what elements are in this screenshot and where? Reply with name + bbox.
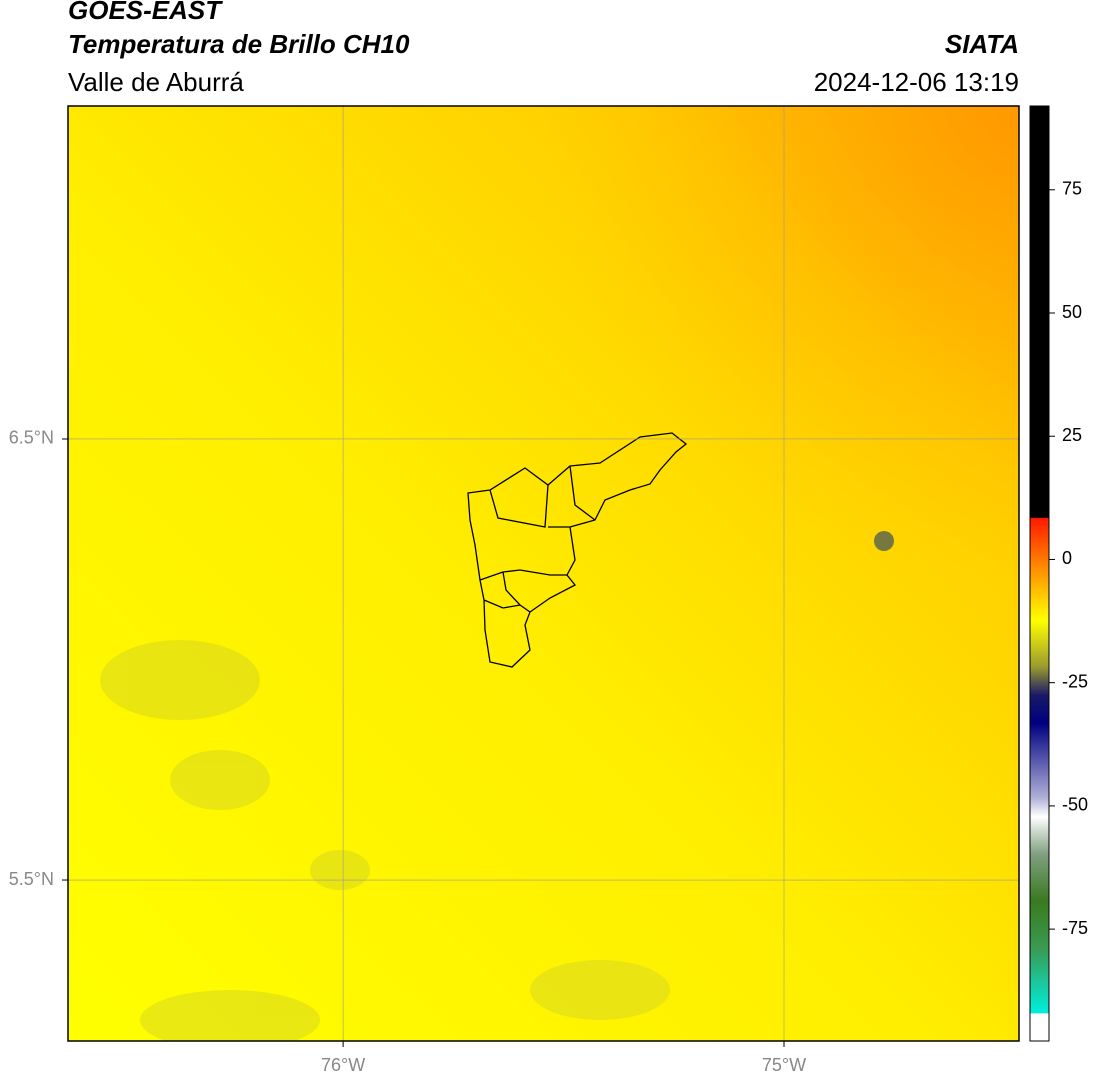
colorbar-tick-label: -25 xyxy=(1062,671,1088,691)
colorbar-tick-label: -75 xyxy=(1062,918,1088,938)
y-tick-label: 5.5°N xyxy=(9,869,54,889)
colorbar-tick-label: 0 xyxy=(1062,548,1072,568)
source: SIATA xyxy=(945,29,1019,59)
x-tick-label: 75°W xyxy=(762,1055,806,1075)
colorbar-tick-label: -50 xyxy=(1062,795,1088,815)
colorbar-tick-label: 25 xyxy=(1062,425,1082,445)
region: Valle de Aburrá xyxy=(68,67,244,97)
colorbar-tick-label: 50 xyxy=(1062,302,1082,322)
datetime: 2024-12-06 13:19 xyxy=(814,67,1019,97)
title: GOES-EAST xyxy=(68,0,223,25)
x-tick-label: 76°W xyxy=(321,1055,365,1075)
map-frame xyxy=(67,105,1020,1042)
subtitle: Temperatura de Brillo CH10 xyxy=(68,29,410,59)
map-field xyxy=(68,106,1019,1041)
grid xyxy=(68,106,1019,1041)
colorbar xyxy=(1029,105,1050,1042)
y-tick-label: 6.5°N xyxy=(9,428,54,448)
colorbar-tick-label: 75 xyxy=(1062,179,1082,199)
